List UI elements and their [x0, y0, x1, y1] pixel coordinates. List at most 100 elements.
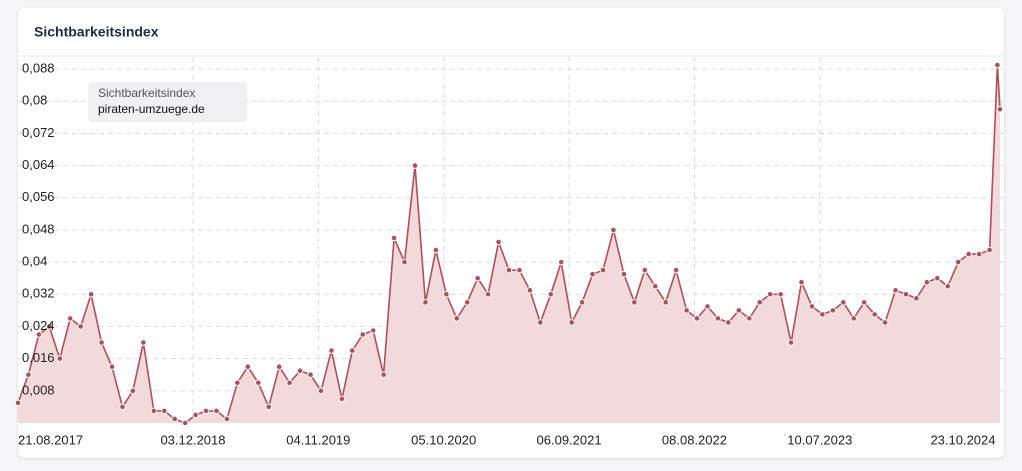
data-point: [505, 266, 513, 274]
data-point: [443, 290, 450, 298]
x-tick-label: 21.08.2017: [18, 432, 83, 447]
x-tick-label: 04.11.2019: [286, 432, 350, 447]
x-tick-label: 08.08.2022: [662, 432, 727, 447]
data-point: [871, 311, 878, 318]
data-point: [348, 347, 356, 354]
y-tick-label: 0,088: [22, 61, 55, 76]
data-point: [526, 286, 534, 294]
data-point: [411, 162, 419, 169]
data-point: [819, 311, 826, 318]
data-point: [244, 363, 252, 370]
data-point: [599, 266, 607, 274]
data-point: [662, 299, 670, 306]
data-point: [495, 238, 502, 246]
data-point: [317, 387, 325, 395]
y-tick-label: 0,072: [22, 125, 55, 140]
data-point: [432, 246, 440, 254]
data-point: [954, 258, 962, 266]
y-tick-label: 0,024: [22, 318, 55, 333]
data-point: [631, 299, 638, 306]
data-point: [704, 303, 711, 310]
data-point: [860, 299, 868, 306]
data-point: [474, 274, 481, 282]
y-tick-label: 0,064: [22, 157, 55, 172]
data-point: [108, 363, 116, 370]
data-point: [390, 234, 398, 242]
data-point: [119, 403, 126, 411]
legend-entry: piraten-umzuege.de: [98, 102, 205, 116]
data-point: [380, 371, 387, 379]
area-fill: [18, 65, 1000, 423]
legend-title: Sichtbarkeitsindex: [98, 86, 195, 100]
data-point: [129, 387, 137, 395]
data-point: [192, 411, 199, 419]
data-point: [578, 299, 586, 306]
data-point: [359, 331, 367, 338]
data-point: [234, 379, 241, 387]
data-point: [610, 226, 617, 234]
data-point: [568, 319, 575, 326]
data-point: [307, 371, 314, 379]
data-point: [202, 407, 210, 415]
data-point: [892, 286, 899, 294]
data-point: [850, 315, 858, 322]
data-point: [140, 339, 147, 346]
data-point: [693, 315, 701, 322]
data-point: [745, 315, 753, 322]
data-point: [223, 415, 231, 423]
data-point: [944, 282, 952, 290]
data-point: [651, 282, 659, 290]
data-point: [254, 379, 262, 387]
data-point: [902, 290, 910, 298]
data-point: [714, 315, 722, 322]
y-tick-label: 0,016: [22, 350, 55, 365]
data-point: [913, 295, 920, 302]
data-point: [735, 307, 743, 314]
data-point: [286, 379, 293, 387]
data-point: [77, 323, 84, 330]
data-point: [338, 395, 346, 403]
data-point: [516, 266, 523, 274]
y-tick-label: 0,048: [22, 221, 55, 236]
data-point: [14, 399, 22, 407]
data-point: [923, 278, 931, 286]
chart-title: Sichtbarkeitsindex: [34, 24, 159, 40]
data-point: [484, 290, 492, 298]
data-point: [537, 319, 544, 326]
data-point: [808, 303, 816, 310]
data-point: [557, 258, 565, 266]
data-point: [296, 367, 304, 375]
legend-box: [88, 82, 247, 122]
data-point: [328, 347, 335, 354]
y-tick-label: 0,056: [22, 189, 55, 204]
x-tick-label: 05.10.2020: [411, 432, 476, 447]
y-tick-label: 0,04: [22, 254, 47, 269]
data-point: [756, 299, 764, 306]
data-point: [56, 355, 64, 362]
data-point: [98, 339, 105, 346]
data-point: [881, 319, 889, 326]
y-tick-label: 0,032: [22, 286, 55, 301]
data-point: [934, 274, 941, 282]
y-tick-label: 0,08: [22, 93, 47, 108]
data-point: [996, 105, 1004, 113]
plot-area: [14, 57, 1004, 427]
data-point: [986, 246, 993, 254]
data-point: [46, 323, 53, 330]
data-point: [150, 407, 158, 415]
data-point: [265, 403, 273, 411]
data-point: [66, 315, 74, 322]
data-point: [369, 327, 377, 334]
data-point: [839, 299, 847, 306]
x-tick-label: 23.10.2024: [930, 432, 995, 447]
data-point: [87, 290, 95, 298]
data-point: [463, 299, 471, 306]
data-point: [641, 266, 649, 274]
data-point: [160, 407, 168, 415]
data-point: [547, 290, 555, 298]
data-point: [672, 266, 680, 274]
x-tick-label: 10.07.2023: [787, 432, 852, 447]
data-point: [683, 307, 690, 314]
data-point: [994, 61, 1001, 69]
data-point: [171, 415, 179, 423]
